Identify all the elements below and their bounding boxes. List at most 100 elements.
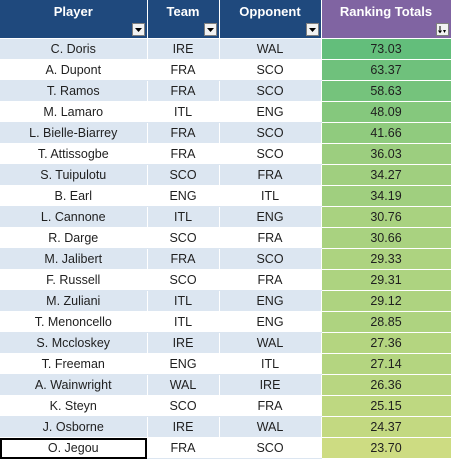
player-cell[interactable]: S. Tuipulotu: [0, 164, 148, 186]
ranking-total-cell[interactable]: 28.85: [321, 311, 452, 333]
ranking-total-cell[interactable]: 41.66: [321, 122, 452, 144]
player-cell[interactable]: A. Wainwright: [0, 374, 148, 396]
player-cell[interactable]: M. Jalibert: [0, 248, 148, 270]
team-cell[interactable]: IRE: [147, 38, 220, 60]
filter-dropdown-icon[interactable]: [203, 23, 217, 36]
player-cell[interactable]: F. Russell: [0, 269, 148, 291]
opponent-cell[interactable]: ENG: [219, 311, 322, 333]
opponent-cell[interactable]: ITL: [219, 185, 322, 207]
player-cell[interactable]: T. Freeman: [0, 353, 148, 375]
opponent-cell[interactable]: ENG: [219, 206, 322, 228]
opponent-cell[interactable]: ENG: [219, 290, 322, 312]
opponent-cell[interactable]: FRA: [219, 269, 322, 291]
team-cell[interactable]: ENG: [147, 185, 220, 207]
player-cell[interactable]: B. Earl: [0, 185, 148, 207]
team-cell[interactable]: ITL: [147, 311, 220, 333]
ranking-total-cell[interactable]: 29.31: [321, 269, 452, 291]
opponent-cell[interactable]: WAL: [219, 416, 322, 438]
ranking-total-cell[interactable]: 58.63: [321, 80, 452, 102]
ranking-total-cell[interactable]: 63.37: [321, 59, 452, 81]
header-player-label: Player: [53, 3, 93, 19]
ranking-total-cell[interactable]: 24.37: [321, 416, 452, 438]
player-cell[interactable]: L. Bielle-Biarrey: [0, 122, 148, 144]
player-cell[interactable]: M. Zuliani: [0, 290, 148, 312]
opponent-cell[interactable]: SCO: [219, 143, 322, 165]
header-ranking-label: Ranking Totals: [339, 3, 433, 19]
header-opponent-label: Opponent: [239, 3, 301, 19]
table-row: T. Freeman ENG ITL 27.14: [0, 353, 452, 375]
sort-descending-icon[interactable]: [435, 23, 449, 36]
ranking-total-cell[interactable]: 34.27: [321, 164, 452, 186]
table-row: L. Bielle-Biarrey FRA SCO 41.66: [0, 122, 452, 144]
opponent-cell[interactable]: SCO: [219, 122, 322, 144]
ranking-total-cell[interactable]: 30.76: [321, 206, 452, 228]
opponent-cell[interactable]: SCO: [219, 248, 322, 270]
ranking-total-cell[interactable]: 73.03: [321, 38, 452, 60]
team-cell[interactable]: FRA: [147, 143, 220, 165]
table-row: M. Zuliani ITL ENG 29.12: [0, 290, 452, 312]
header-ranking-totals[interactable]: Ranking Totals: [321, 0, 452, 39]
filter-dropdown-icon[interactable]: [131, 23, 145, 36]
team-cell[interactable]: IRE: [147, 416, 220, 438]
team-cell[interactable]: FRA: [147, 437, 220, 459]
ranking-total-cell[interactable]: 23.70: [321, 437, 452, 459]
team-cell[interactable]: SCO: [147, 227, 220, 249]
header-row: Player Team Opponent: [0, 0, 452, 39]
table-row: A. Dupont FRA SCO 63.37: [0, 59, 452, 81]
player-cell[interactable]: S. Mccloskey: [0, 332, 148, 354]
header-player[interactable]: Player: [0, 0, 148, 39]
team-cell[interactable]: FRA: [147, 80, 220, 102]
ranking-total-cell[interactable]: 36.03: [321, 143, 452, 165]
team-cell[interactable]: SCO: [147, 164, 220, 186]
team-cell[interactable]: FRA: [147, 122, 220, 144]
opponent-cell[interactable]: IRE: [219, 374, 322, 396]
team-cell[interactable]: ITL: [147, 101, 220, 123]
player-cell[interactable]: K. Steyn: [0, 395, 148, 417]
table-row: C. Doris IRE WAL 73.03: [0, 38, 452, 60]
ranking-total-cell[interactable]: 25.15: [321, 395, 452, 417]
player-cell[interactable]: L. Cannone: [0, 206, 148, 228]
team-cell[interactable]: WAL: [147, 374, 220, 396]
team-cell[interactable]: FRA: [147, 59, 220, 81]
opponent-cell[interactable]: FRA: [219, 395, 322, 417]
player-cell[interactable]: T. Attissogbe: [0, 143, 148, 165]
opponent-cell[interactable]: SCO: [219, 80, 322, 102]
header-opponent[interactable]: Opponent: [219, 0, 322, 39]
ranking-total-cell[interactable]: 34.19: [321, 185, 452, 207]
player-cell[interactable]: O. Jegou: [0, 437, 148, 459]
player-cell[interactable]: A. Dupont: [0, 59, 148, 81]
filter-dropdown-icon[interactable]: [305, 23, 319, 36]
player-cell[interactable]: J. Osborne: [0, 416, 148, 438]
ranking-total-cell[interactable]: 48.09: [321, 101, 452, 123]
player-cell[interactable]: M. Lamaro: [0, 101, 148, 123]
opponent-cell[interactable]: ITL: [219, 353, 322, 375]
player-cell[interactable]: T. Ramos: [0, 80, 148, 102]
player-cell[interactable]: T. Menoncello: [0, 311, 148, 333]
ranking-total-cell[interactable]: 29.33: [321, 248, 452, 270]
team-cell[interactable]: IRE: [147, 332, 220, 354]
opponent-cell[interactable]: WAL: [219, 332, 322, 354]
team-cell[interactable]: FRA: [147, 248, 220, 270]
team-cell[interactable]: SCO: [147, 269, 220, 291]
player-cell[interactable]: C. Doris: [0, 38, 148, 60]
header-team[interactable]: Team: [147, 0, 220, 39]
ranking-total-cell[interactable]: 26.36: [321, 374, 452, 396]
opponent-cell[interactable]: ENG: [219, 101, 322, 123]
ranking-total-cell[interactable]: 29.12: [321, 290, 452, 312]
table-row: M. Jalibert FRA SCO 29.33: [0, 248, 452, 270]
player-cell[interactable]: R. Darge: [0, 227, 148, 249]
opponent-cell[interactable]: FRA: [219, 227, 322, 249]
table-row: O. Jegou FRA SCO 23.70: [0, 437, 452, 459]
ranking-total-cell[interactable]: 27.36: [321, 332, 452, 354]
opponent-cell[interactable]: SCO: [219, 437, 322, 459]
team-cell[interactable]: SCO: [147, 395, 220, 417]
ranking-total-cell[interactable]: 30.66: [321, 227, 452, 249]
opponent-cell[interactable]: WAL: [219, 38, 322, 60]
team-cell[interactable]: ITL: [147, 290, 220, 312]
team-cell[interactable]: ITL: [147, 206, 220, 228]
opponent-cell[interactable]: SCO: [219, 59, 322, 81]
opponent-cell[interactable]: FRA: [219, 164, 322, 186]
team-cell[interactable]: ENG: [147, 353, 220, 375]
ranking-total-cell[interactable]: 27.14: [321, 353, 452, 375]
